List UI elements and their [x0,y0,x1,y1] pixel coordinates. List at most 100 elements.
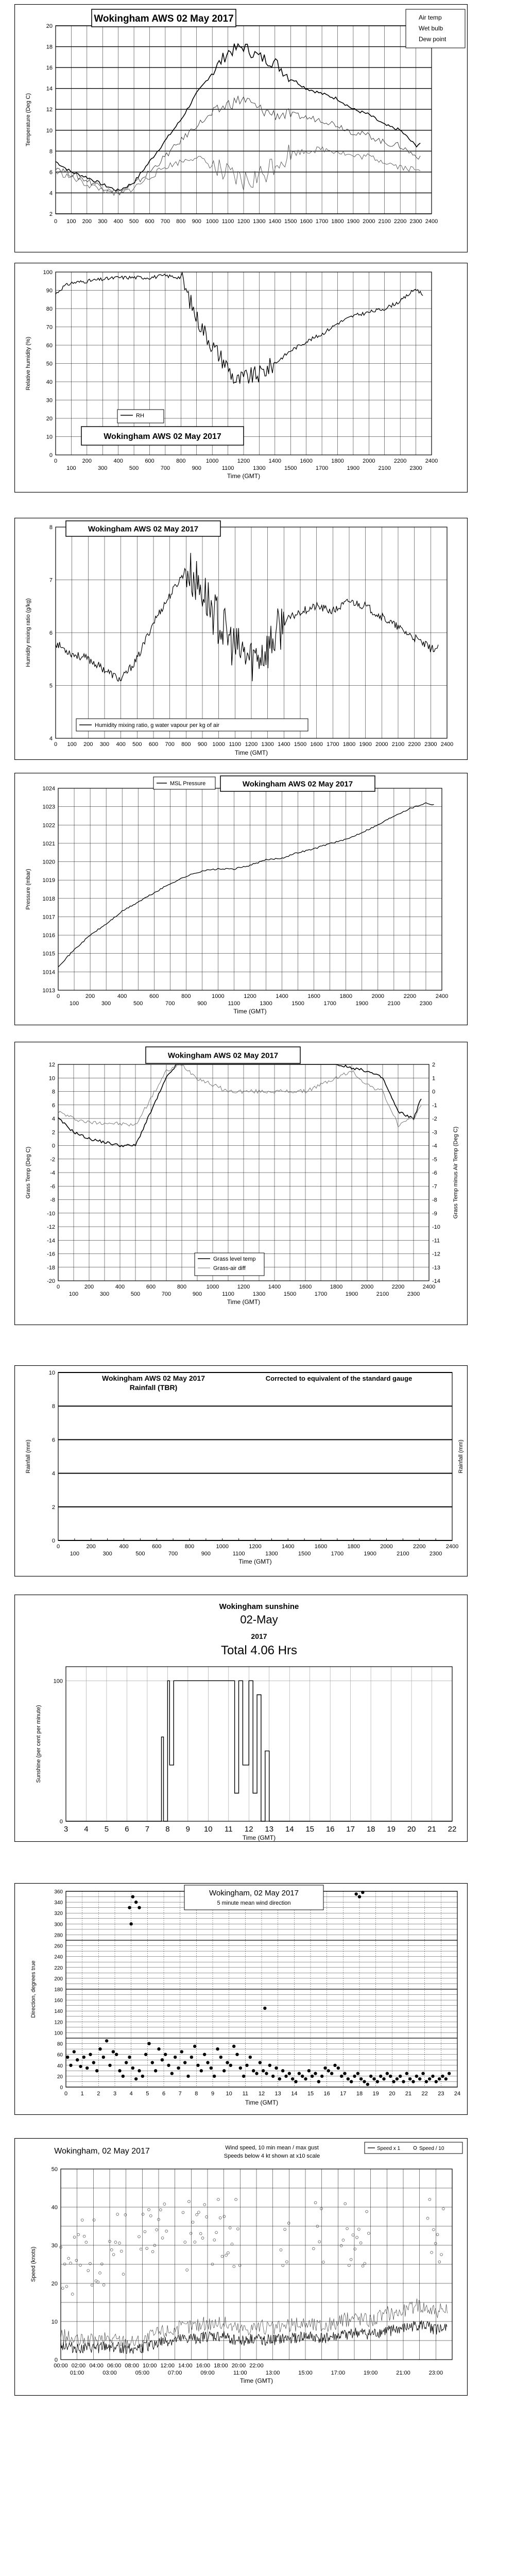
wind-direction-point [424,2080,428,2083]
series-line-mixing-ratio [55,553,439,682]
x-tick-label: 03:00 [102,2370,117,2376]
wind-direction-point [79,2064,82,2069]
x-tick-label: 1600 [310,741,322,748]
wind-direction-point [408,2077,412,2081]
speed-scaled-point [155,2228,159,2231]
wind-direction-point [447,2072,451,2075]
x-tick-label: 700 [162,1291,171,1297]
x-tick-label: 200 [82,458,92,464]
x-tick-label: 1100 [229,741,242,748]
x-tick-label: 00:00 [54,2363,68,2369]
wind-direction-point [98,2047,102,2051]
x-tick-label: 6 [162,2091,165,2097]
wind-direction-point [199,2069,203,2073]
y-tick-label: 10 [52,2319,58,2325]
x-tick-label: 300 [98,218,107,225]
x-tick-label: 1900 [347,465,359,471]
title-box [145,1046,301,1064]
x-tick-label: 1100 [233,1551,245,1557]
x-tick-label: 1600 [315,1544,327,1550]
x-tick-label: 15 [307,2091,314,2097]
y-tick-label: -16 [47,1251,55,1258]
y-tick-label: 40 [57,2063,63,2069]
legend-label: Air temp [419,14,442,21]
x-tick-label: 1900 [364,1551,376,1557]
x-tick-label: 2400 [441,741,453,748]
y-axis-label: Rainfall (mm) [25,1439,31,1473]
wind-direction-point [402,2080,405,2083]
wind-direction-point [327,2069,331,2073]
sunshine-panel: 0 100 3 4 5 6 7 8 9 10 11 12 13 14 15 16 17 18 19 20 21 22 Sun… [14,1595,468,1842]
legend-label: Dew point [419,36,447,43]
title-box [81,426,244,446]
x-tick-label: 11:00 [233,2370,247,2376]
x-tick-label: 08:00 [125,2363,139,2369]
x-tick-label: 2200 [408,741,420,748]
y-tick-label: -14 [432,1278,440,1284]
x-tick-label: 1900 [356,1001,368,1007]
series-line-speed [60,2320,448,2354]
x-tick-label: 4 [130,2091,133,2097]
x-tick-label: 500 [133,1001,143,1007]
mixing-ratio-chart: 4 5 6 7 8 0 100 200 300 400 500 600 700 800 900 1000 110… [14,518,468,760]
x-tick-label: 12 [259,2091,265,2097]
wind-direction-point [92,2061,96,2064]
y-tick-label: -3 [432,1129,437,1136]
y-tick-label: 1020 [43,859,55,866]
speed-scaled-point [314,2201,317,2205]
y-tick-label: -9 [432,1211,437,1217]
speed-scaled-point [92,2218,96,2222]
legend-box [194,1252,265,1276]
wind-direction-point [121,2074,125,2078]
rainfall-panel: 0 2 4 6 8 10 0 200 400 600 800 1000 1200 1400 1600 1800… [14,1365,468,1577]
speed-scaled-point [357,2228,360,2231]
y-tick-label: -7 [432,1183,437,1190]
wind-direction-point [183,2061,187,2064]
wind-direction-point [411,2080,415,2083]
y-tick-label: 180 [54,1987,63,1993]
speed-scaled-point [225,2253,228,2257]
x-tick-label: 600 [152,1544,161,1550]
speed-scaled-point [236,2227,239,2231]
speed-scaled-point [124,2213,127,2216]
x-tick-label: 1300 [253,218,265,225]
x-tick-label: 2100 [379,218,391,225]
wind-direction-point [75,2058,79,2062]
speed-scaled-point [59,2246,62,2249]
x-tick-label: 9 [211,2091,214,2097]
speed-scaled-point [61,2286,64,2290]
speed-scaled-point [114,2241,117,2244]
x-tick-label: 600 [149,993,159,999]
y-axis-label: Speed (knots) [30,2247,37,2282]
x-tick-label: 100 [70,1001,79,1007]
wind-direction-point [307,2069,311,2073]
legend-label: Speed / 10 [419,2146,444,2151]
x-tick-label: 13:00 [266,2370,280,2376]
speed-scaled-point [363,2262,367,2265]
temperature-panel: 2 4 6 8 10 12 14 16 18 20 0 100 200 300 400 500 600 700 80… [14,4,468,252]
wind-direction-point [392,2080,396,2083]
x-tick-label: 21 [405,2091,411,2097]
y-tick-label: 10 [49,1075,55,1081]
x-tick-label: 1100 [222,1291,234,1297]
x-tick-label: 14 [285,1825,294,1834]
chart-year: 2017 [251,1632,267,1640]
y-tick-label: 100 [54,1678,63,1684]
speed-scaled-point [199,2232,202,2235]
y-tick-label: 30 [46,398,53,404]
y-tick-label: 120 [54,2020,63,2025]
speed-scaled-point [108,2240,111,2243]
y-tick-label: -20 [47,1278,55,1284]
x-tick-label: 19 [387,1825,396,1834]
x-tick-label: 2200 [392,1284,404,1290]
speed-scaled-point [100,2262,104,2266]
wind-direction-point [333,2063,337,2067]
speed-scaled-point [232,2265,236,2268]
x-tick-label: 11 [243,2091,248,2097]
wind-direction-point [138,1906,141,1909]
wind-direction-point [349,2080,353,2083]
wind-direction-point [202,2053,207,2056]
y-tick-label: 10 [49,1370,55,1376]
